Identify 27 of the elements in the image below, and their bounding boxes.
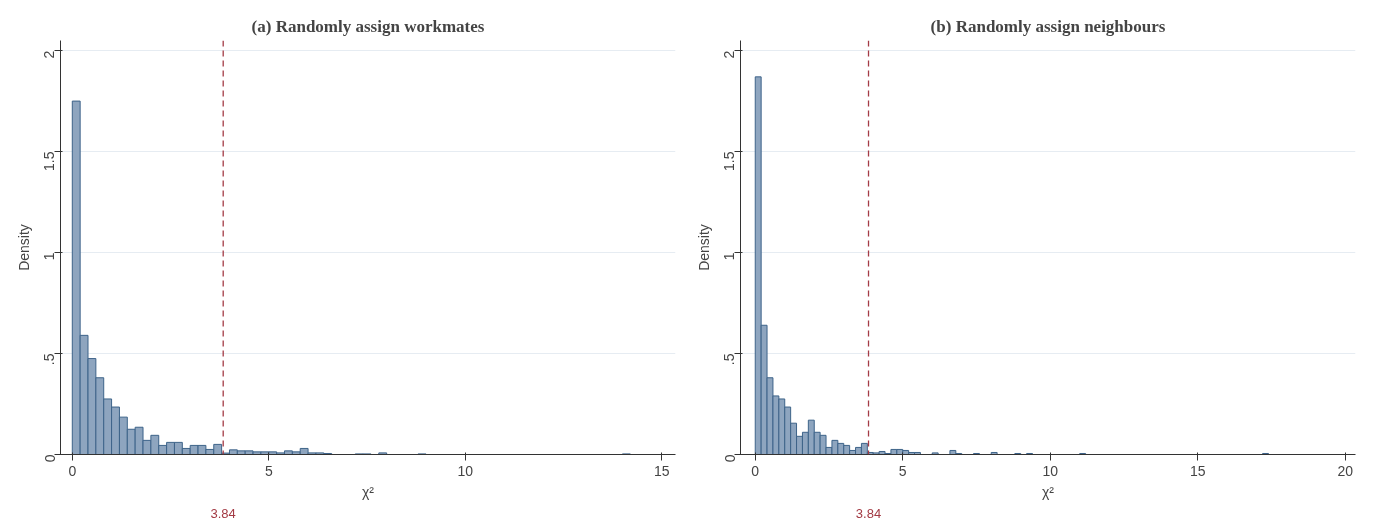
y-tick-label: 2 <box>41 50 58 59</box>
x-tick-label: 20 <box>1337 462 1354 479</box>
y-tick-label: .5 <box>41 353 58 366</box>
x-tick-label: 5 <box>898 462 907 479</box>
x-tick-label: 10 <box>457 462 474 479</box>
x-axis-title: χ² <box>361 483 375 500</box>
ref-line-label: 3.84 <box>210 505 236 521</box>
y-tick-label: 0 <box>721 454 738 463</box>
x-tick-label: 15 <box>1189 462 1206 479</box>
chart-title: (b) Randomly assign neighbours <box>930 16 1166 36</box>
x-tick-label: 5 <box>264 462 273 479</box>
y-tick-label: 1 <box>41 252 58 261</box>
x-tick-label: 0 <box>68 462 77 479</box>
y-tick-label: 1.5 <box>41 151 58 172</box>
y-tick-label: 2 <box>721 50 738 59</box>
y-axis-title: Density <box>15 224 32 271</box>
chart-title: (a) Randomly assign workmates <box>251 16 485 36</box>
y-tick-label: 1 <box>721 252 738 261</box>
x-tick-label: 0 <box>751 462 760 479</box>
ref-line-label: 3.84 <box>855 505 882 521</box>
y-tick-label: 0 <box>41 454 58 463</box>
x-axis-title: χ² <box>1041 483 1055 500</box>
x-tick-label: 15 <box>653 462 670 479</box>
y-tick-label: 1.5 <box>721 151 738 172</box>
y-axis-title: Density <box>695 224 712 271</box>
x-tick-label: 10 <box>1042 462 1059 479</box>
y-tick-label: .5 <box>721 353 738 366</box>
